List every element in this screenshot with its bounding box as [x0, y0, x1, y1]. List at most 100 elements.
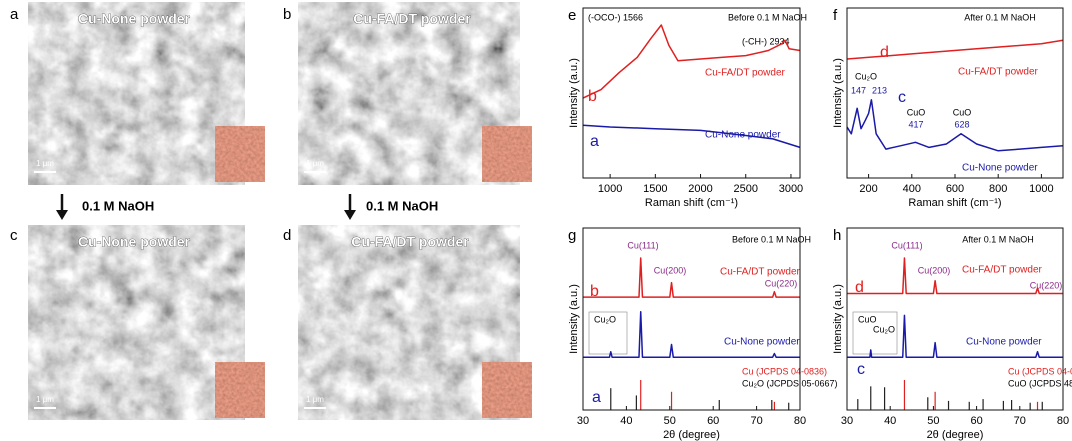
series-name: Cu-None powder	[724, 337, 800, 348]
annotation: Cu₂O	[873, 324, 895, 334]
x-tick-label: 1000	[1029, 183, 1053, 195]
inset-photo	[482, 362, 532, 418]
curve-label: c	[857, 361, 865, 378]
x-tick-label: 30	[577, 415, 589, 427]
panel-letter: e	[568, 7, 576, 24]
sem-panel: a Cu-None powder 1 μm	[10, 2, 265, 185]
curve-label: a	[592, 389, 601, 406]
series-name: Cu-None powder	[966, 337, 1042, 348]
annotation: 417	[908, 119, 923, 129]
y-axis-label: Intensity (a.u.)	[568, 58, 580, 128]
series-line	[847, 314, 1063, 358]
treatment-arrow: 0.1 M NaOH	[344, 194, 438, 220]
panel-letter: h	[833, 227, 841, 244]
inset-frame	[852, 311, 898, 355]
sem-panel: b Cu-FA/DT powder 1 μm	[283, 2, 532, 185]
annotation: CuO	[907, 107, 926, 117]
reference-name: CuO (JCPDS 48-1548)	[1008, 378, 1072, 388]
series-line	[583, 310, 800, 358]
series-line	[847, 257, 1063, 295]
annotation: Cu(111)	[891, 240, 922, 250]
panel-letter: d	[283, 227, 291, 244]
annotation: Cu(220)	[765, 278, 798, 288]
scale-label: 1 μm	[306, 159, 324, 168]
annotation: Before 0.1 M NaOH	[728, 12, 807, 22]
arrow-head	[344, 210, 356, 220]
x-axis-label: 2θ (degree)	[927, 429, 984, 441]
inset-photo	[215, 362, 265, 418]
series-name: Cu-FA/DT powder	[705, 68, 786, 79]
series-line	[582, 124, 801, 149]
series-name: Cu-FA/DT powder	[958, 67, 1039, 78]
curve-label: d	[855, 279, 864, 296]
image-caption: Cu-FA/DT powder	[353, 11, 471, 27]
curve-label: c	[898, 89, 906, 106]
annotation: CuO	[858, 314, 877, 324]
x-tick-label: 70	[750, 415, 762, 427]
x-tick-label: 50	[927, 415, 939, 427]
plot-frame	[582, 7, 801, 179]
image-caption: Cu-None powder	[78, 11, 191, 27]
scale-label: 1 μm	[36, 159, 54, 168]
x-tick-label: 40	[620, 415, 632, 427]
series-name: Cu-FA/DT powder	[720, 267, 801, 278]
x-axis-label: Raman shift (cm⁻¹)	[645, 197, 738, 209]
y-axis-label: Intensity (a.u.)	[832, 58, 844, 128]
annotation: (-CH-) 2934	[742, 36, 790, 46]
inset-photo	[215, 126, 265, 182]
x-tick-label: 60	[707, 415, 719, 427]
series-line	[582, 24, 801, 99]
chart-f: f After 0.1 M NaOH Cu₂O 147 213 CuO 417 …	[833, 7, 1039, 174]
series-name: Cu-None powder	[962, 163, 1038, 174]
x-axis-label: 2θ (degree)	[663, 429, 720, 441]
annotation: 147	[851, 85, 866, 95]
x-axis-label: Raman shift (cm⁻¹)	[908, 197, 1001, 209]
annotation: 628	[954, 119, 969, 129]
annotation: Cu₂O	[594, 314, 616, 324]
curve-label: b	[588, 88, 597, 105]
sem-panel: c Cu-None powder 1 μm	[10, 225, 265, 420]
annotation: (-OCO-) 1566	[588, 12, 643, 22]
y-axis-label: Intensity (a.u.)	[568, 284, 580, 354]
sem-image	[28, 225, 245, 420]
annotation: After 0.1 M NaOH	[964, 12, 1036, 22]
y-axis-label: Intensity (a.u.)	[832, 284, 844, 354]
x-tick-label: 50	[664, 415, 676, 427]
annotation: Before 0.1 M NaOH	[732, 234, 811, 244]
reference-name: Cu (JCPDS 04-0836)	[742, 366, 827, 376]
x-tick-label: 1500	[643, 183, 667, 195]
x-tick-label: 3000	[779, 183, 803, 195]
scale-label: 1 μm	[36, 395, 54, 404]
sem-image	[28, 2, 245, 185]
x-tick-label: 70	[1014, 415, 1026, 427]
curve-label: b	[590, 283, 599, 300]
annotation: Cu(200)	[918, 265, 951, 275]
x-tick-label: 600	[946, 183, 964, 195]
series-line	[846, 39, 1064, 60]
plot-frame	[582, 227, 801, 411]
panel-letter: b	[283, 6, 291, 23]
chart-h: h After 0.1 M NaOH Cu(111) Cu(200) Cu(22…	[833, 227, 1072, 388]
series-name: Cu-FA/DT powder	[962, 265, 1043, 276]
sem-panel: d Cu-FA/DT powder 1 μm	[283, 225, 532, 420]
panel-letter: g	[568, 227, 576, 244]
plot-frame	[846, 227, 1064, 411]
annotation: CuO	[953, 107, 972, 117]
treatment-label: 0.1 M NaOH	[366, 198, 438, 213]
series-line	[583, 257, 800, 298]
x-tick-label: 40	[884, 415, 896, 427]
inset-photo	[482, 126, 532, 182]
chart-g: g Before 0.1 M NaOH Cu(111) Cu(200) Cu(2…	[568, 227, 838, 406]
panel-letter: a	[10, 6, 19, 23]
series-line	[846, 99, 1064, 152]
annotation: Cu(200)	[654, 265, 687, 275]
treatment-arrow: 0.1 M NaOH	[56, 194, 154, 220]
x-tick-label: 400	[903, 183, 921, 195]
x-tick-label: 200	[859, 183, 877, 195]
annotation: Cu(220)	[1030, 280, 1063, 290]
annotation: Cu₂O	[855, 71, 877, 81]
scale-label: 1 μm	[306, 395, 324, 404]
image-caption: Cu-None powder	[78, 234, 191, 250]
treatment-label: 0.1 M NaOH	[82, 198, 154, 213]
